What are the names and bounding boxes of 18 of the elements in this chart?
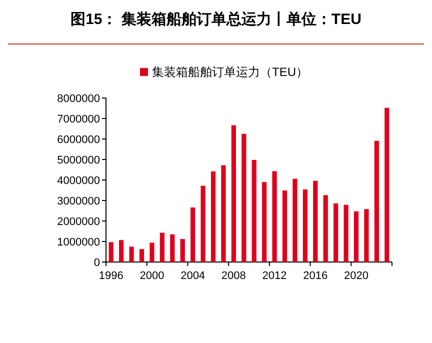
x-tick-label: 2020 [344, 270, 368, 282]
x-tick-label: 1996 [98, 270, 124, 282]
y-tick-label: 4000000 [57, 175, 100, 187]
y-tick-label: 6000000 [57, 134, 100, 146]
y-tick-label: 2000000 [57, 216, 100, 228]
x-tick-label: 2000 [140, 270, 164, 282]
x-tick-label: 2012 [262, 270, 287, 282]
y-tick-label: 5000000 [57, 154, 100, 166]
legend: 集装箱船舶订单运力（TEU） [140, 65, 308, 79]
chart-title: 图15： 集装箱船舶订单总运力丨单位：TEU [70, 11, 362, 28]
x-tick-label: 2016 [303, 270, 328, 282]
x-tick-label: 2008 [221, 270, 246, 282]
y-tick-label: 3000000 [57, 196, 100, 208]
y-tick-label: 1000000 [57, 236, 100, 248]
y-tick-label: 8000000 [57, 93, 100, 105]
y-tick-label: 0 [94, 257, 100, 269]
x-tick-label: 2004 [180, 270, 206, 282]
y-tick-label: 7000000 [57, 114, 100, 126]
